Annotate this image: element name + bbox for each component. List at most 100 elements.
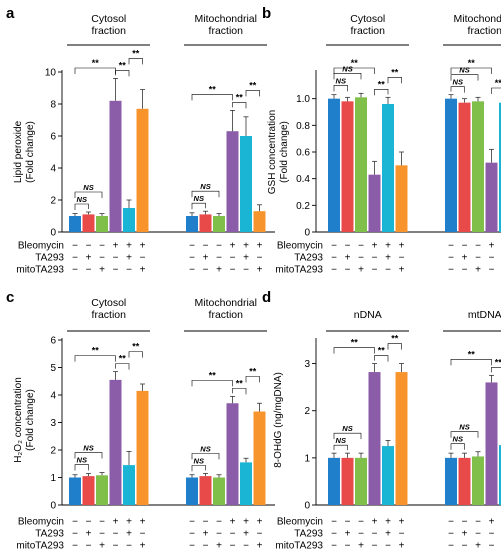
y-axis-label: GSH concentration (Fold change) <box>267 110 290 195</box>
condition-sign: + <box>345 529 351 540</box>
y-axis-label: Lipid peroxide (Fold change) <box>13 120 36 183</box>
condition-row-label: Bleomycin <box>18 241 64 252</box>
condition-sign: + <box>126 517 132 528</box>
condition-sign: − <box>86 241 92 252</box>
condition-sign: + <box>126 253 132 264</box>
y-tick-label: 2 <box>50 446 56 457</box>
bar <box>328 457 340 505</box>
significance-label: ** <box>132 342 140 352</box>
bar <box>253 411 266 505</box>
condition-sign: − <box>86 265 92 276</box>
condition-sign: + <box>372 241 378 252</box>
y-tick-label: 4 <box>50 391 56 402</box>
bar <box>186 477 198 505</box>
condition-sign: − <box>243 265 249 276</box>
condition-sign: − <box>372 529 378 540</box>
ns-label: NS <box>336 436 346 445</box>
significance-bracket <box>128 351 143 358</box>
condition-sign: − <box>86 517 92 528</box>
bar <box>355 457 367 505</box>
y-tick-label: 0.8 <box>296 121 310 132</box>
y-axis-label-line: 8-OHdG (ng/mgDNA) <box>273 372 284 468</box>
significance-bracket <box>245 376 260 383</box>
y-tick-label: 1 <box>304 453 310 464</box>
y-tick-label: 2 <box>304 406 310 417</box>
panel-b: b 0 0.2 0.4 0.6 0.8 1.0 GSH concentration (Fold … <box>262 5 501 276</box>
bar <box>368 372 381 505</box>
bar <box>485 382 498 505</box>
condition-sign: − <box>448 253 454 264</box>
ns-label: NS <box>453 78 463 87</box>
significance-bracket <box>191 453 220 460</box>
condition-sign: − <box>345 265 351 276</box>
panel-letter: d <box>262 289 271 306</box>
condition-sign: + <box>489 517 495 528</box>
y-tick-label: 10 <box>45 68 57 79</box>
condition-sign: − <box>203 265 209 276</box>
y-tick-label: 0.4 <box>296 174 310 185</box>
condition-sign: + <box>140 541 146 550</box>
condition-sign: + <box>126 529 132 540</box>
condition-sign: − <box>189 529 195 540</box>
group-label: nDNA <box>354 309 382 321</box>
condition-sign: − <box>489 253 495 264</box>
significance-label: ** <box>468 58 476 68</box>
condition-sign: − <box>99 517 105 528</box>
y-tick-label: 0 <box>50 228 56 239</box>
panel-c: c 0 1 2 3 4 5 6 H₂O₂ concentration (Fold change) C… <box>6 289 275 550</box>
condition-sign: − <box>126 541 132 550</box>
bar <box>69 216 81 232</box>
significance-bracket <box>387 77 402 84</box>
bar <box>368 174 381 232</box>
group-label: fraction <box>209 309 244 321</box>
y-axis-label-line: Lipid peroxide <box>13 120 24 183</box>
group-label: Mitochondrial <box>454 13 501 25</box>
condition-sign: − <box>189 253 195 264</box>
condition-row-label: mitoTA293 <box>275 541 323 550</box>
significance-bracket <box>74 203 89 210</box>
condition-sign: − <box>448 541 454 550</box>
y-tick-label: 3 <box>304 359 310 370</box>
group-label: fraction <box>209 25 244 37</box>
condition-sign: + <box>203 529 209 540</box>
group-label: Cytosol <box>91 13 126 25</box>
condition-sign: − <box>257 529 263 540</box>
condition-sign: − <box>257 253 263 264</box>
condition-sign: − <box>140 253 146 264</box>
condition-sign: − <box>448 517 454 528</box>
condition-sign: + <box>140 241 146 252</box>
condition-sign: − <box>230 529 236 540</box>
condition-sign: − <box>345 241 351 252</box>
condition-sign: + <box>86 529 92 540</box>
condition-sign: − <box>462 541 468 550</box>
condition-sign: + <box>216 265 222 276</box>
condition-row-label: Bleomycin <box>277 241 323 252</box>
significance-label: ** <box>92 58 100 68</box>
condition-sign: − <box>475 529 481 540</box>
bar <box>186 216 198 232</box>
significance-label: ** <box>391 334 399 344</box>
condition-sign: − <box>99 529 105 540</box>
bar <box>382 446 394 505</box>
bar <box>69 477 81 505</box>
condition-sign: + <box>140 265 146 276</box>
significance-bracket <box>491 87 501 94</box>
condition-sign: + <box>243 253 249 264</box>
condition-row-label: TA293 <box>294 529 323 540</box>
bar <box>96 475 108 505</box>
condition-sign: − <box>462 241 468 252</box>
significance-bracket <box>245 90 260 97</box>
significance-bracket <box>450 67 492 74</box>
condition-sign: + <box>399 241 405 252</box>
condition-sign: − <box>448 265 454 276</box>
bar <box>472 456 484 505</box>
ns-label: NS <box>342 64 352 73</box>
condition-row-label: TA293 <box>35 529 64 540</box>
condition-sign: − <box>358 241 364 252</box>
significance-bracket <box>333 432 362 440</box>
condition-sign: − <box>462 517 468 528</box>
condition-sign: − <box>489 541 495 550</box>
y-tick-label: 1.0 <box>296 94 310 105</box>
